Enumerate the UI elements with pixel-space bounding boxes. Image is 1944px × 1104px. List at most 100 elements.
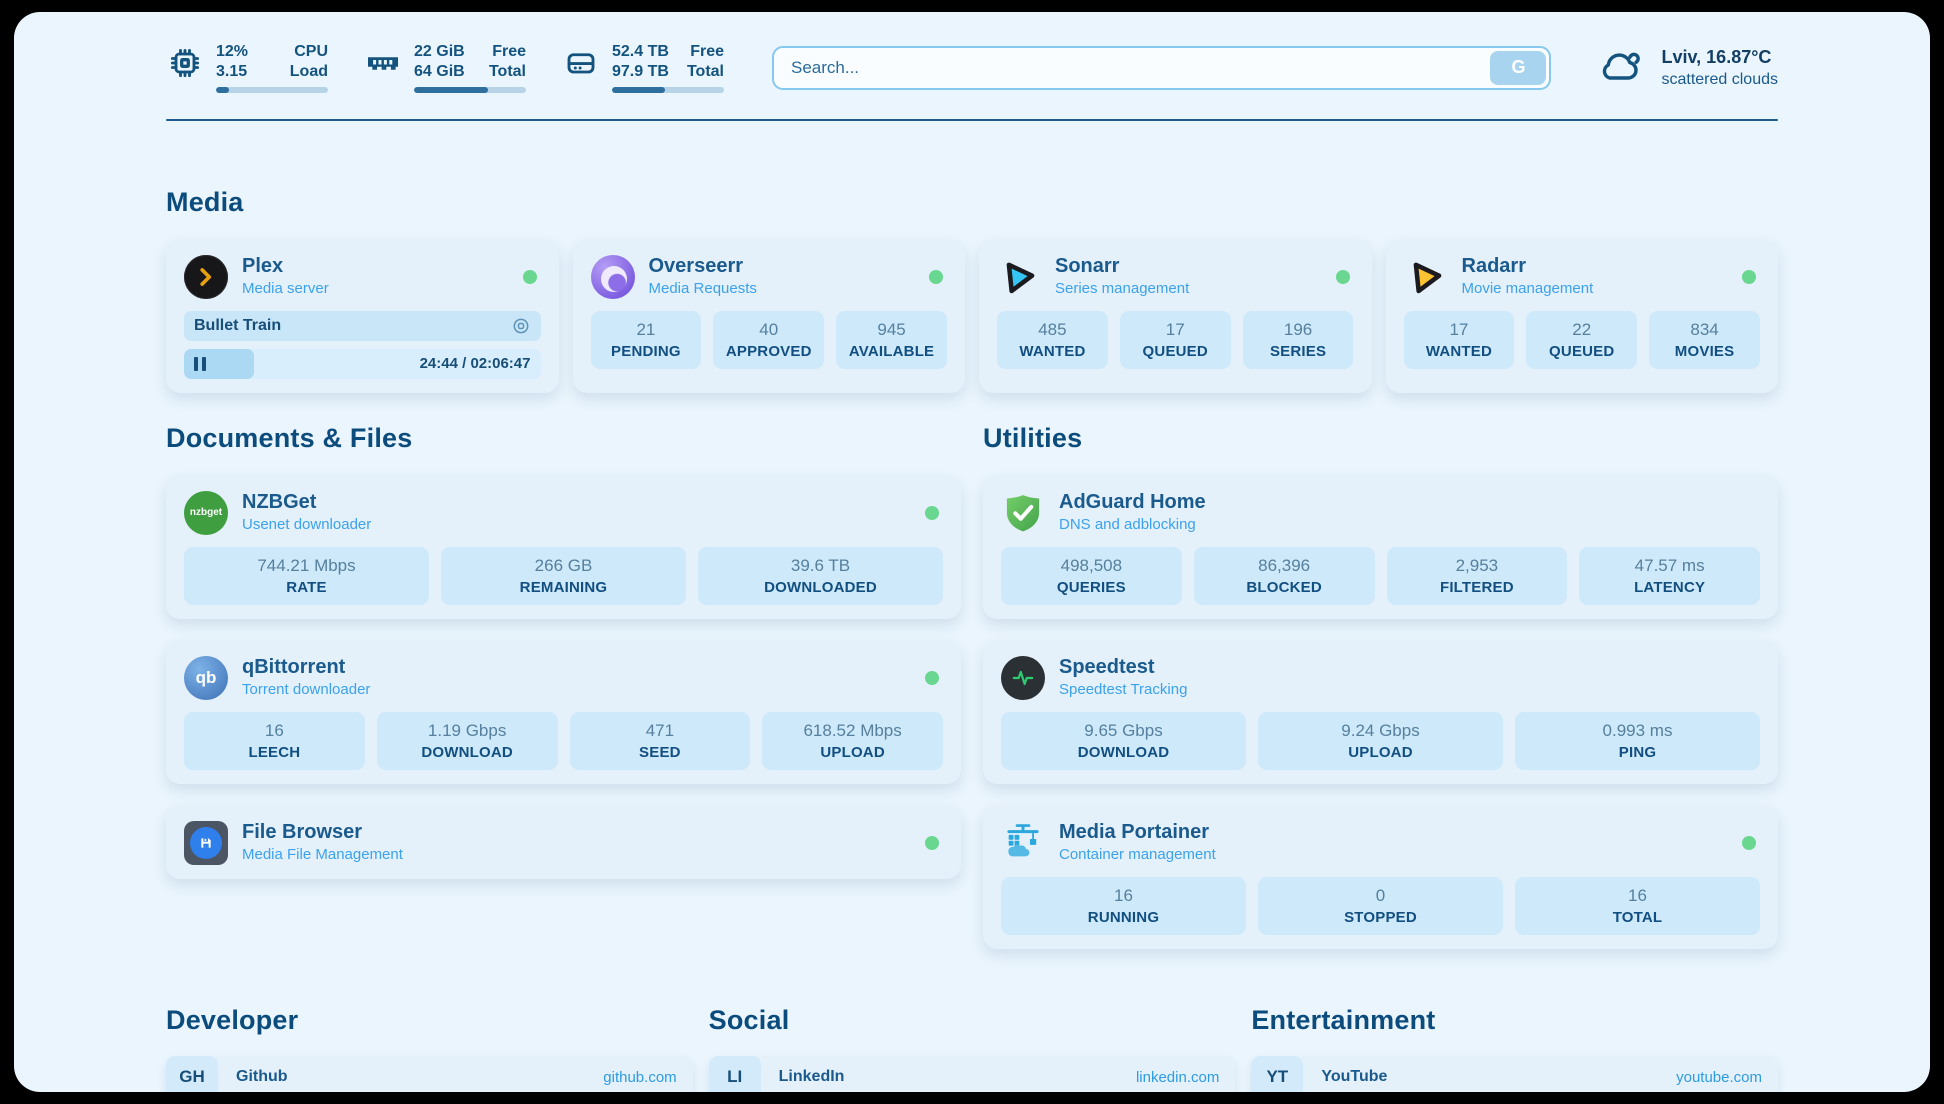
app-card-qbittorrent[interactable]: qb qBittorrent Torrent downloader 16 LEE… bbox=[166, 641, 961, 784]
app-card-radarr[interactable]: Radarr Movie management 17 WANTED 22 QUE… bbox=[1385, 240, 1778, 393]
stat-downloaded: 39.6 TB DOWNLOADED bbox=[698, 547, 943, 605]
stat-filtered: 2,953 FILTERED bbox=[1386, 547, 1568, 605]
cpu-progress-bar bbox=[216, 87, 328, 93]
qbittorrent-icon: qb bbox=[184, 655, 228, 700]
status-online-dot bbox=[925, 670, 939, 685]
system-metrics: 12% 3.15 CPU Load bbox=[166, 42, 724, 93]
stat-latency: 47.57 ms LATENCY bbox=[1579, 547, 1760, 605]
app-card-overseerr[interactable]: Overseerr Media Requests 21 PENDING 40 A… bbox=[572, 240, 965, 393]
app-subtitle: Media Requests bbox=[648, 280, 757, 297]
ram-total-label: Total bbox=[488, 63, 526, 80]
bookmark-url: youtube.com bbox=[1676, 1068, 1762, 1086]
app-card-speedtest[interactable]: Speedtest Speedtest Tracking 9.65 Gbps D… bbox=[983, 641, 1778, 784]
bookmark-linkedin[interactable]: LI LinkedIn linkedin.com bbox=[708, 1056, 1236, 1092]
app-subtitle: Media File Management bbox=[242, 846, 403, 863]
section-title-documents: Documents & Files bbox=[166, 423, 413, 453]
weather-summary: Lviv, 16.87°C bbox=[1661, 46, 1772, 67]
stat-approved: 40 APPROVED bbox=[713, 311, 825, 369]
app-title: Overseerr bbox=[648, 255, 744, 277]
app-subtitle: DNS and adblocking bbox=[1059, 516, 1196, 533]
stat-total: 16 TOTAL bbox=[1515, 877, 1760, 935]
bookmark-name: LinkedIn bbox=[778, 1068, 845, 1085]
section-title-developer: Developer bbox=[166, 1005, 299, 1035]
now-playing-title: Bullet Train bbox=[194, 317, 282, 334]
app-subtitle: Torrent downloader bbox=[242, 681, 371, 698]
filebrowser-icon bbox=[184, 820, 228, 865]
app-card-plex[interactable]: Plex Media server Bullet Train 24:44 / 0 bbox=[166, 240, 559, 393]
cpu-load-label: Load bbox=[289, 63, 328, 80]
stat-remaining: 266 GB REMAINING bbox=[441, 547, 686, 605]
app-title: AdGuard Home bbox=[1059, 491, 1206, 513]
top-bar: 12% 3.15 CPU Load bbox=[166, 42, 1778, 93]
bookmark-github[interactable]: GH Github github.com bbox=[166, 1056, 693, 1092]
section-title-social: Social bbox=[708, 1005, 790, 1035]
section-title-entertainment: Entertainment bbox=[1251, 1005, 1436, 1035]
app-card-portainer[interactable]: Media Portainer Container management 16 … bbox=[983, 806, 1778, 949]
bookmark-url: linkedin.com bbox=[1135, 1068, 1220, 1086]
app-title: Media Portainer bbox=[1059, 821, 1210, 843]
adguard-icon bbox=[1001, 491, 1045, 535]
section-utilities: Utilities bbox=[983, 423, 1778, 949]
ram-free-value: 22 GiB bbox=[414, 43, 465, 60]
app-subtitle: Usenet downloader bbox=[242, 516, 372, 533]
header-divider bbox=[166, 119, 1778, 121]
section-media: Media Plex Media server bbox=[166, 187, 1778, 393]
disk-progress-bar bbox=[612, 87, 724, 93]
stat-download: 1.19 Gbps DOWNLOAD bbox=[376, 712, 558, 770]
stat-pending: 21 PENDING bbox=[590, 311, 702, 369]
session-icon[interactable] bbox=[511, 316, 531, 336]
cpu-percent: 12% bbox=[216, 43, 249, 60]
status-online-dot bbox=[925, 835, 939, 850]
cpu-icon bbox=[166, 44, 204, 82]
section-entertainment: Entertainment YT YouTube youtube.com NF … bbox=[1251, 1005, 1778, 1092]
ram-icon bbox=[364, 44, 402, 82]
section-title-media: Media bbox=[166, 187, 244, 217]
app-title: File Browser bbox=[242, 821, 363, 843]
section-developer: Developer GH Github github.com SO StackO… bbox=[166, 1005, 693, 1092]
overseerr-icon bbox=[590, 254, 635, 299]
cpu-label: CPU bbox=[294, 43, 328, 60]
stat-wanted: 485 WANTED bbox=[997, 311, 1108, 369]
stat-available: 945 AVAILABLE bbox=[836, 311, 947, 369]
app-subtitle: Media server bbox=[242, 280, 329, 297]
stat-seed: 471 SEED bbox=[569, 712, 751, 770]
status-online-dot bbox=[929, 269, 943, 284]
app-subtitle: Movie management bbox=[1461, 280, 1594, 297]
app-card-filebrowser[interactable]: File Browser Media File Management bbox=[166, 806, 961, 879]
app-card-nzbget[interactable]: nzbget NZBGet Usenet downloader 744.21 M… bbox=[166, 476, 961, 619]
playback-time: 24:44 / 02:06:47 bbox=[419, 355, 531, 372]
stat-upload: 9.24 Gbps UPLOAD bbox=[1258, 712, 1503, 770]
cpu-load-value: 3.15 bbox=[216, 63, 248, 80]
status-online-dot bbox=[1742, 269, 1756, 284]
bookmark-youtube[interactable]: YT YouTube youtube.com bbox=[1251, 1056, 1778, 1092]
app-card-adguard[interactable]: AdGuard Home DNS and adblocking 498,508 … bbox=[983, 476, 1778, 619]
playback-progress: 24:44 / 02:06:47 bbox=[184, 349, 541, 379]
stat-series: 196 SERIES bbox=[1242, 311, 1354, 369]
app-card-sonarr[interactable]: Sonarr Series management 485 WANTED 17 Q… bbox=[979, 240, 1372, 393]
stat-ping: 0.993 ms PING bbox=[1515, 712, 1760, 770]
nzbget-icon: nzbget bbox=[184, 490, 228, 535]
stat-wanted: 17 WANTED bbox=[1403, 311, 1515, 369]
stat-running: 16 RUNNING bbox=[1001, 877, 1246, 935]
ram-progress-bar bbox=[414, 87, 526, 93]
stat-rate: 744.21 Mbps RATE bbox=[184, 547, 429, 605]
google-search-button[interactable]: G bbox=[1490, 50, 1547, 85]
disk-free-label: Free bbox=[690, 43, 724, 60]
portainer-icon bbox=[1001, 821, 1045, 865]
stat-movies: 834 MOVIES bbox=[1649, 311, 1760, 369]
disk-total-label: Total bbox=[686, 63, 724, 80]
stat-stopped: 0 STOPPED bbox=[1258, 877, 1503, 935]
bookmark-abbr: LI bbox=[708, 1056, 761, 1092]
stat-blocked: 86,396 BLOCKED bbox=[1193, 547, 1375, 605]
pause-icon[interactable] bbox=[194, 357, 206, 371]
app-title: Speedtest bbox=[1059, 656, 1155, 678]
disk-free-value: 52.4 TB bbox=[612, 43, 669, 60]
disk-icon bbox=[562, 44, 600, 82]
bookmark-name: YouTube bbox=[1321, 1068, 1388, 1085]
search-input[interactable] bbox=[777, 57, 1491, 78]
bookmark-abbr: GH bbox=[166, 1056, 218, 1092]
ram-total-value: 64 GiB bbox=[414, 63, 465, 80]
app-title: qBittorrent bbox=[242, 656, 346, 678]
cpu-metric: 12% 3.15 CPU Load bbox=[166, 42, 328, 93]
section-title-utilities: Utilities bbox=[983, 423, 1083, 453]
